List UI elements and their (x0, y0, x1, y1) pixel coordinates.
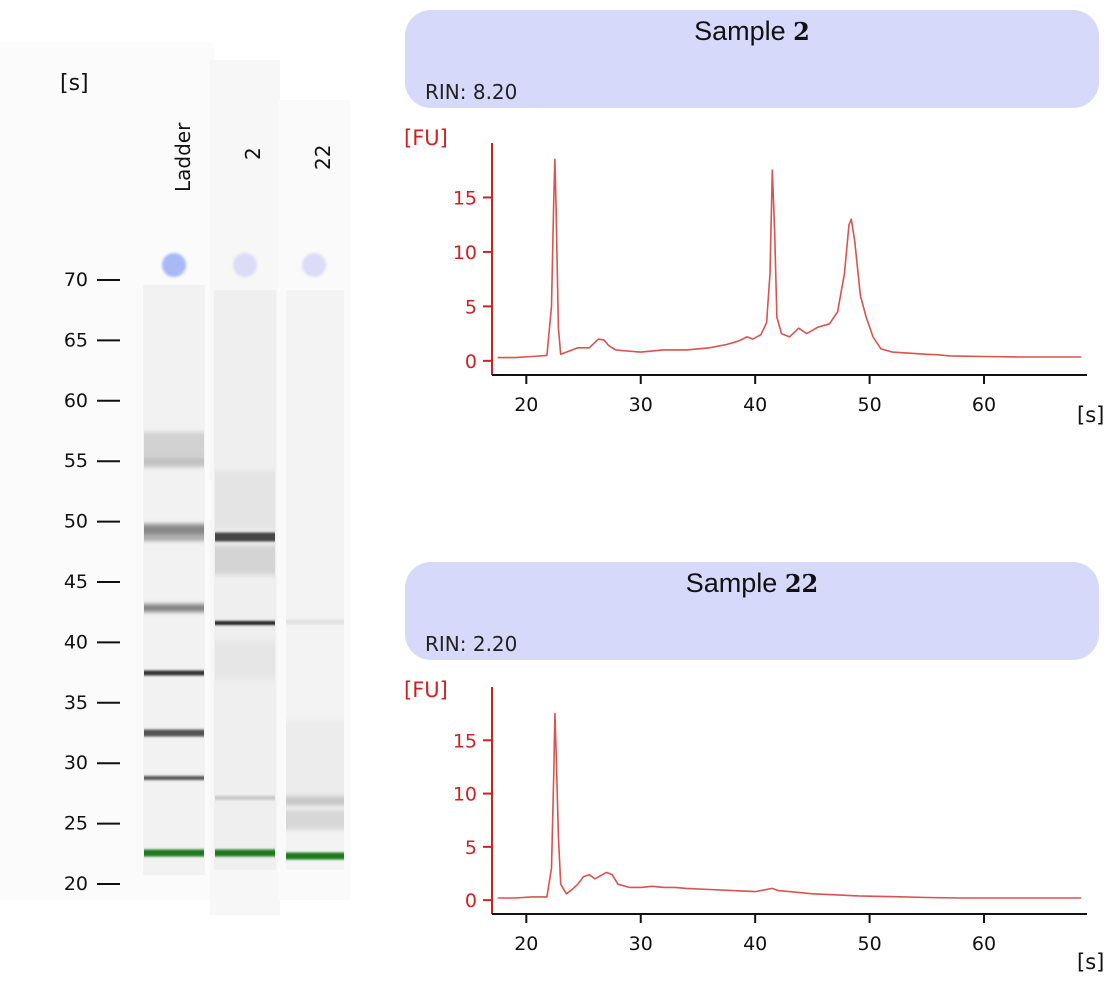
x-tick-label: 30 (629, 933, 653, 955)
y-tick-label: 15 (453, 187, 477, 209)
lane-label-22: 22 (311, 145, 335, 170)
x-tick-label: 40 (743, 933, 767, 955)
gel-band (286, 720, 344, 800)
sample-title: Sample 22 (685, 568, 819, 598)
gel-tick-label: 30 (64, 752, 88, 774)
lane-label-ladder: Ladder (171, 122, 195, 192)
gel-tick-label: 55 (64, 450, 88, 472)
rin-value: RIN: 2.20 (425, 632, 518, 656)
gel-band (144, 432, 204, 458)
gel-band (144, 729, 204, 737)
gel-band (286, 796, 344, 806)
gel-band (144, 457, 204, 467)
y-tick-label: 15 (453, 730, 477, 752)
gel-tick-label: 45 (64, 571, 88, 593)
x-axis-label: [s] (1077, 950, 1104, 974)
gel-tick-label: 35 (64, 692, 88, 714)
y-tick-label: 0 (465, 351, 477, 373)
gel-band (215, 640, 275, 680)
y-axis-label: [FU] (405, 126, 448, 150)
y-axis-label: [FU] (405, 678, 448, 702)
gel-tick-label: 20 (64, 873, 88, 895)
gel-band (215, 545, 275, 575)
gel-tick-label: 25 (64, 813, 88, 835)
y-tick-label: 10 (453, 242, 477, 264)
sample-title: Sample 2 (694, 16, 810, 46)
lane-ladder-bg (143, 285, 205, 875)
x-axis-label: [s] (1077, 403, 1104, 427)
x-tick-label: 60 (972, 394, 996, 416)
sample-panel-2: Sample 2 RIN: 8.20 [FU] [s] 0 5 10 15 20 30 40… (405, 10, 1120, 455)
sample-header: Sample 2 RIN: 8.20 (405, 10, 1099, 108)
gel-band (215, 470, 275, 530)
gel-band (286, 852, 344, 860)
x-tick-label: 40 (743, 394, 767, 416)
gel-band (144, 604, 204, 612)
sample-header: Sample 22 RIN: 2.20 (405, 562, 1099, 660)
gel-unit-label: [s] (60, 71, 89, 96)
gel-image: [s] Ladder 2 22 70 65 60 55 50 45 40 35 30 25 20 (0, 42, 350, 915)
well-22 (302, 253, 326, 277)
gel-band (144, 670, 204, 676)
gel-band (215, 849, 275, 857)
y-tick-label: 5 (465, 837, 477, 859)
gel-band (144, 776, 204, 780)
gel-band (215, 796, 275, 800)
sample-panel-22: Sample 22 RIN: 2.20 [FU] [s] 0 5 10 15 20 30 4… (405, 562, 1120, 983)
gel-band (286, 810, 344, 830)
electropherogram-chart: [FU] [s] 0 5 10 15 20 30 40 50 60 (405, 126, 1104, 427)
gel-tick-label: 70 (64, 269, 88, 291)
gel-band (144, 849, 204, 857)
trace-line (497, 158, 1082, 359)
trace-line (497, 712, 1082, 899)
gel-band (215, 532, 275, 542)
gel-band (144, 535, 204, 541)
rin-value: RIN: 8.20 (425, 80, 518, 104)
gel-tick-label: 65 (64, 329, 88, 351)
x-tick-label: 60 (972, 933, 996, 955)
x-tick-label: 30 (629, 394, 653, 416)
x-tick-label: 50 (858, 933, 882, 955)
well-2 (233, 253, 257, 277)
x-tick-label: 20 (514, 394, 538, 416)
gel-band (286, 620, 344, 624)
x-tick-label: 20 (514, 933, 538, 955)
x-tick-label: 50 (858, 394, 882, 416)
gel-band (144, 524, 204, 536)
electropherogram-chart: [FU] [s] 0 5 10 15 20 30 40 50 60 (405, 678, 1104, 974)
gel-tick-label: 50 (64, 511, 88, 533)
gel-tick-label: 40 (64, 631, 88, 653)
lane-label-2: 2 (241, 147, 265, 160)
gel-tick-label: 60 (64, 390, 88, 412)
gel-band (215, 621, 275, 625)
y-tick-label: 5 (465, 296, 477, 318)
lane-2-bg (214, 290, 276, 870)
y-tick-label: 0 (465, 890, 477, 912)
well-ladder (162, 253, 186, 277)
y-tick-label: 10 (453, 784, 477, 806)
